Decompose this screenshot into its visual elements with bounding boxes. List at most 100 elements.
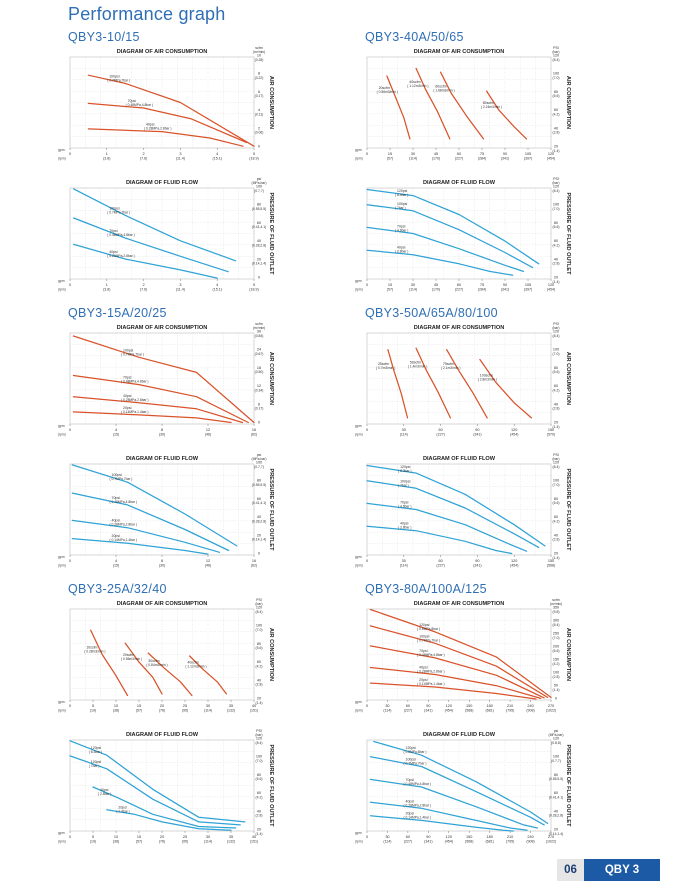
x-tick-label: 8 <box>161 428 163 432</box>
y-tick-label: 20 <box>554 421 558 425</box>
series-label: 40psi <box>100 788 109 792</box>
series-label-detail: ( 2.1m3/min ) <box>441 366 460 370</box>
series-label-detail: ( 1.68m3/min ) <box>433 88 454 92</box>
series-line <box>366 188 540 265</box>
y-tick-label: 24 <box>257 348 261 352</box>
y-tick-label-metric: (0.67) <box>255 352 264 356</box>
series-label: 20psi <box>112 534 121 538</box>
x-tick-label: 60 <box>406 704 410 708</box>
y-tick-label: 100 <box>553 72 559 76</box>
x-tick-label: 12 <box>206 559 210 563</box>
series-line <box>73 217 229 273</box>
x-tick-label: 120 <box>511 559 517 563</box>
y-tick-label-metric: (0.14,1.4) <box>252 262 267 266</box>
x-tick-label-metric: (114) <box>409 288 417 292</box>
x-tick-label-metric: (114) <box>204 709 212 713</box>
y-tick-label-metric: (0.50) <box>255 370 264 374</box>
y-tick-label-metric: (0.84) <box>255 334 264 338</box>
y-tick-label: 0 <box>258 276 260 280</box>
x-tick-label: 210 <box>507 835 513 839</box>
y-axis-unit-metric: (m³/min) <box>253 50 266 54</box>
x-tick-label: 4 <box>115 428 117 432</box>
series-line <box>369 645 545 699</box>
y-tick-label: 120 <box>553 737 559 741</box>
x-tick-label-metric: (681) <box>485 840 493 844</box>
y-tick-label-metric: (0.11) <box>255 112 264 116</box>
x-tick-label-metric: (57) <box>387 157 393 161</box>
x-tick-label-metric: (62) <box>251 564 257 568</box>
series-label-detail: ( 0.56m3/min ) <box>121 657 142 661</box>
x-tick-label: 16 <box>252 428 256 432</box>
y-tick-label-metric: (0.41,4.1) <box>252 501 267 505</box>
series-label-detail: ( 0.28MPa,2.8bar ) <box>107 254 135 258</box>
y-axis-unit: scfm <box>255 322 263 326</box>
series-label-detail: ( 0.28m3/min ) <box>84 650 105 654</box>
y-axis-unit: PSI <box>553 453 559 457</box>
x-tick-label: 0 <box>69 835 71 839</box>
x-tick-label-metric: (18.9) <box>249 288 258 292</box>
series-label: 25scfm <box>378 362 389 366</box>
y-tick-label-metric: (4.2) <box>553 243 560 247</box>
y-tick-label: 12 <box>257 384 261 388</box>
y-tick-label-metric: (0.7,7) <box>254 465 264 469</box>
y-tick-label: 40 <box>554 257 558 261</box>
x-tick-label-metric: (454) <box>510 433 518 437</box>
y-tick-label-metric: (7.0) <box>553 76 560 80</box>
y-tick-label: 60 <box>257 791 261 795</box>
x-tick-label: 40 <box>252 704 256 708</box>
x-tick-label-metric: (132) <box>227 840 235 844</box>
y-axis-title: PRESSURE OF FLUID OUTLET <box>268 468 274 551</box>
series-label: 70psi <box>128 99 137 103</box>
y-tick-label-metric: (1.4) <box>553 425 560 429</box>
x-tick-label-metric: (114) <box>383 709 391 713</box>
x-tick-label: 0 <box>69 428 71 432</box>
series-label: 10scfm <box>86 646 97 650</box>
chart-title: DIAGRAM OF AIR CONSUMPTION <box>117 325 208 331</box>
x-tick-label: 60 <box>457 283 461 287</box>
y-tick-label-metric: (0.41,4.1) <box>549 795 564 799</box>
y-tick-label: 100 <box>553 671 559 675</box>
x-tick-label-metric: (46) <box>205 564 211 568</box>
series-label: 40psi <box>112 519 121 523</box>
y-tick-label: 8 <box>258 72 260 76</box>
model-title-3: QBY3-15A/20/25 <box>68 306 167 320</box>
x-tick-label: 150 <box>466 704 472 708</box>
y-tick-label: 40 <box>554 402 558 406</box>
y-tick-label-metric: (1.4) <box>553 280 560 284</box>
chart-air-qby3-25a-32-40: DIAGRAM OF AIR CONSUMPTION 0 5(19) 10(38) 15… <box>58 598 274 713</box>
x-tick-label-metric: (795) <box>506 709 514 713</box>
series-label: 100psi <box>109 74 120 78</box>
series-label-detail: ( 7bar ) <box>398 483 409 487</box>
footer-model-badge: QBY 3 <box>584 859 660 881</box>
y-tick-label-metric: (8.4) <box>553 465 560 469</box>
x-axis-label: gpm <box>58 831 65 835</box>
y-axis-unit: psi <box>257 177 262 181</box>
x-axis-label-metric: (lpm) <box>355 840 363 844</box>
series-label: 100scfm <box>480 373 493 377</box>
y-axis-unit: scfm <box>255 46 263 50</box>
x-tick-label-metric: (227) <box>404 840 412 844</box>
y-tick-label-metric: (1.4) <box>256 832 263 836</box>
x-tick-label: 12 <box>206 428 210 432</box>
x-tick-label-metric: (57) <box>387 288 393 292</box>
y-tick-label-metric: (8.4) <box>256 610 263 614</box>
y-tick-label-metric: (0.28,2.8) <box>549 814 564 818</box>
x-tick-label: 60 <box>438 559 442 563</box>
y-tick-label-metric: (8.4) <box>256 741 263 745</box>
x-tick-label-metric: (454) <box>445 709 453 713</box>
x-tick-label: 30 <box>411 152 415 156</box>
x-tick-label-metric: (454) <box>547 157 555 161</box>
y-tick-label: 0 <box>555 697 557 701</box>
y-axis-unit: PSI <box>553 177 559 181</box>
series-label-detail: ( 2.8bar ) <box>395 250 408 254</box>
y-tick-label: 20 <box>257 533 261 537</box>
x-tick-label-metric: (568) <box>465 709 473 713</box>
series-label-detail: ( 0.14MPa,1.4bar ) <box>404 815 432 819</box>
x-tick-label-metric: (18.9) <box>249 157 258 161</box>
x-tick-label-metric: (570) <box>547 433 555 437</box>
series-label-detail: ( 0.14MPa,1.4bar ) <box>110 538 138 542</box>
series-label: 80scfm <box>483 101 494 105</box>
x-tick-label-metric: (341) <box>501 288 509 292</box>
